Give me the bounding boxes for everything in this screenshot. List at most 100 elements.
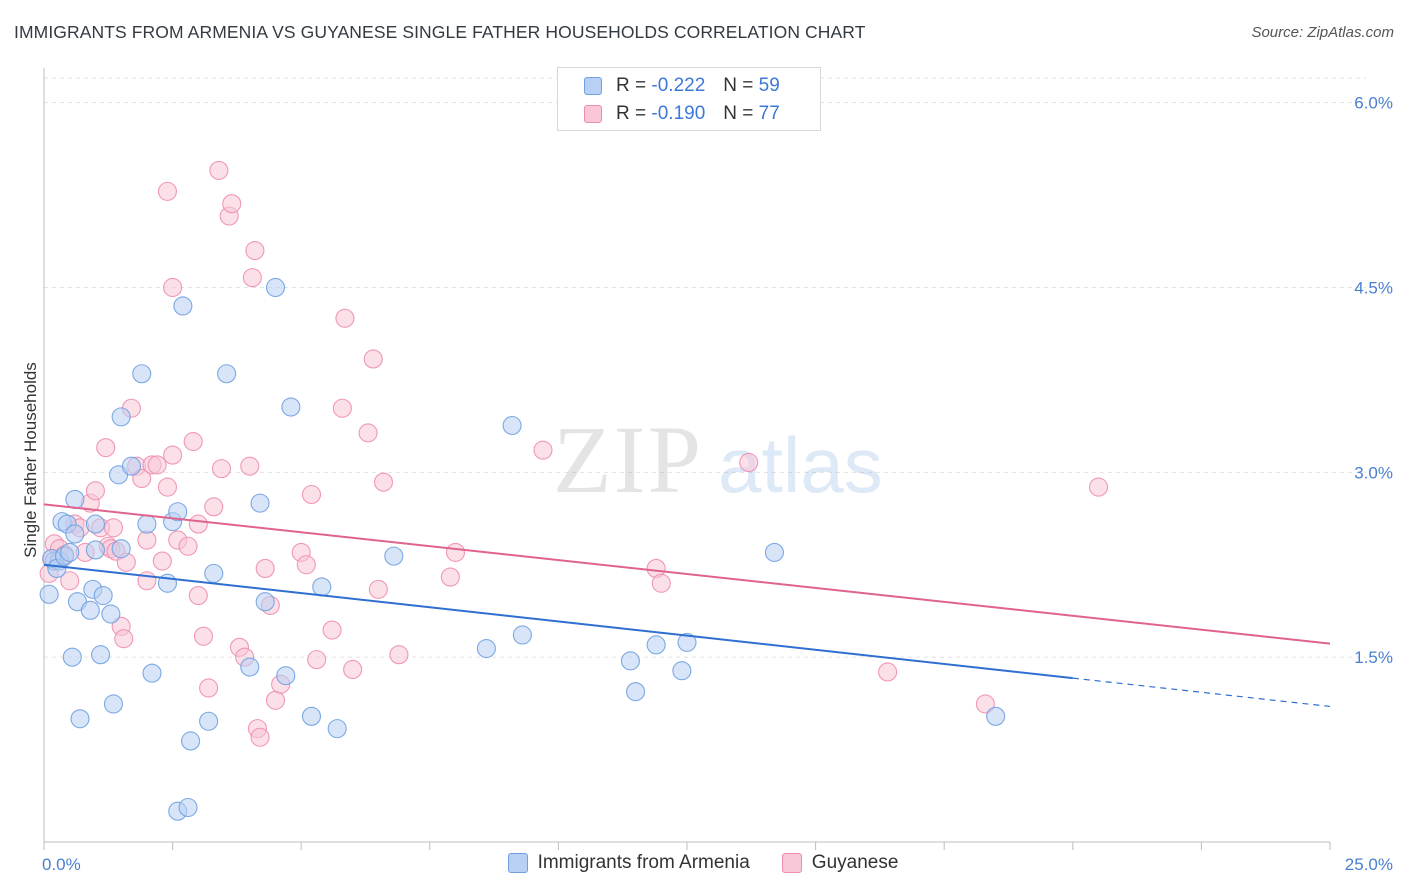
guyanese-point [137,530,157,550]
watermark: ZIP atlas [553,406,883,513]
guyanese-point [188,514,208,534]
guyanese-point [335,308,355,328]
armenia-point [204,563,224,583]
legend-label-armenia: Immigrants from Armenia [537,852,750,873]
armenia-point [502,415,522,436]
legend-r-label: R = [616,103,647,124]
guyanese-point [152,551,172,571]
armenia-point [111,407,131,427]
armenia-point [181,731,201,751]
armenia-point [250,493,270,513]
armenia-point [646,635,666,655]
armenia-point [620,651,640,671]
guyanese-point [1088,477,1109,497]
armenia-point [265,277,286,298]
legend-row-guyanese: R = -0.190 N = 77 [558,100,780,128]
armenia-point [65,524,85,544]
chart-title: IMMIGRANTS FROM ARMENIA VS GUYANESE SING… [14,22,866,42]
guyanese-point [533,440,553,460]
armenia-point [62,647,82,667]
armenia-point [384,546,404,566]
armenia-point [60,542,80,562]
armenia-point [327,719,347,739]
trend-lines [43,503,1331,708]
legend-r-label: R = [616,75,647,96]
guyanese-point [114,629,134,649]
guyanese-point [301,484,322,505]
armenia-point [626,682,646,702]
armenia-point [677,632,697,652]
armenia-point [137,514,157,534]
armenia-point [240,657,260,677]
armenia-point [276,666,296,686]
guyanese-point [157,477,178,497]
guyanese-point [343,659,363,680]
legend-r-value-armenia: -0.222 [651,75,706,96]
armenia-point [101,604,121,624]
guyanese-point [209,160,229,180]
armenia-point [178,797,198,818]
guyanese-point [157,181,178,201]
armenia-point [672,661,692,681]
armenia-point [121,456,141,476]
guyanese-point [296,555,316,575]
armenia-point [85,540,105,560]
guyanese-point [358,423,378,443]
guyanese-point [163,445,183,465]
data-points [39,160,1109,821]
guyanese-point [85,481,105,501]
armenia-point [142,663,162,683]
guyanese-point [368,579,388,599]
legend-item-guyanese[interactable]: Guyanese [781,852,899,874]
y-tick-label: 4.5% [1354,278,1393,297]
guyanese-point [242,268,262,288]
guyanese-point [132,468,152,489]
axis-labels: 1.5% 3.0% 4.5% 6.0% 0.0% 25.0% Single Father H… [21,94,1393,874]
legend-n-value-guyanese: 77 [758,103,780,124]
guyanese-point [250,727,270,747]
guyanese-point [96,438,116,458]
armenia-point [764,542,784,562]
guyanese-point [322,620,342,640]
armenia-point [80,600,100,620]
guyanese-point [222,194,242,214]
guyanese-point [332,398,352,418]
armenia-point [217,364,237,384]
armenia-point [312,577,332,597]
armenia-trend-extension [1072,677,1331,708]
guyanese-point [445,542,466,562]
guyanese-trend-line [43,503,1331,645]
guyanese-point [975,694,995,714]
guyanese-point [255,558,275,578]
armenia-point [986,706,1006,726]
source-label: Source: ZipAtlas.com [1251,24,1394,41]
guyanese-point [188,585,208,606]
armenia-point [111,539,131,559]
legend-label-guyanese: Guyanese [811,852,899,873]
armenia-point [70,709,90,729]
y-tick-label: 3.0% [1354,463,1393,482]
armenia-point [199,711,219,731]
guyanese-point [651,573,671,593]
legend-n-value-armenia: 59 [758,75,780,96]
guyanese-point [103,518,123,538]
x-tick-label: 0.0% [42,855,81,874]
guyanese-point [199,678,219,698]
legend-n-label: N = [723,75,754,96]
armenia-point [168,502,188,522]
legend-item-armenia[interactable]: Immigrants from Armenia [507,852,750,874]
guyanese-point [739,452,759,473]
guyanese-point [440,567,460,587]
legend-swatch-guyanese [584,105,602,123]
y-tick-label: 6.0% [1354,94,1393,113]
guyanese-point [307,650,327,670]
guyanese-point [183,431,203,452]
grid-lines [44,77,1366,658]
y-tick-label: 1.5% [1354,648,1393,667]
guyanese-point [265,690,286,710]
armenia-point [93,585,113,606]
x-tick-label: 25.0% [1345,855,1393,874]
armenia-point [103,694,123,714]
armenia-point [301,706,322,726]
armenia-point [91,645,111,665]
